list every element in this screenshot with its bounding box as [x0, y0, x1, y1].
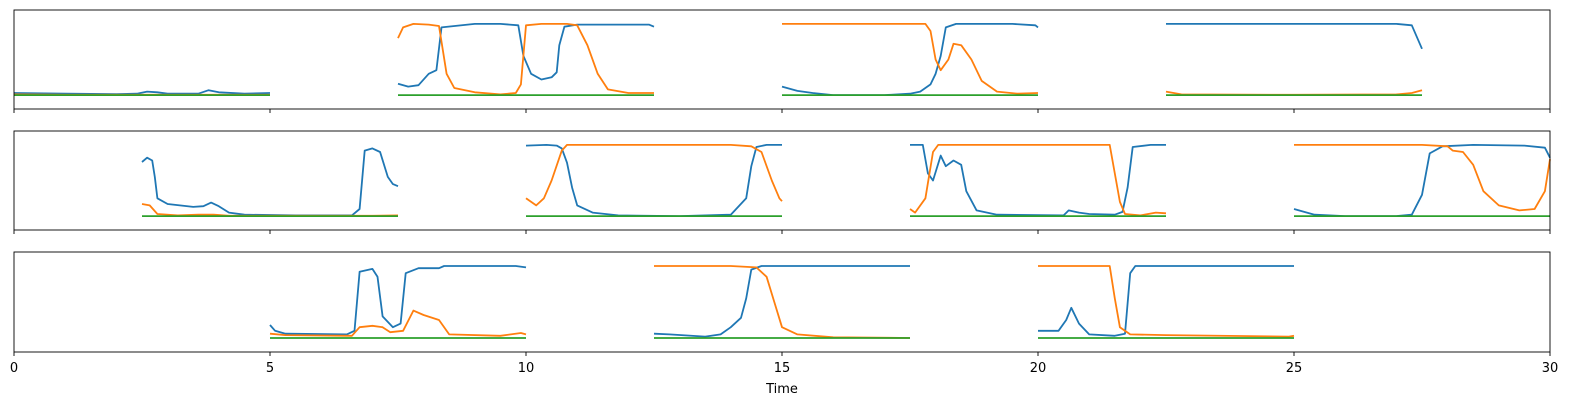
series-line-orange-panel1-segment3: [782, 23, 1039, 95]
series-line-blue-panel2-segment2: [525, 144, 782, 217]
x-tick-label-2: 10: [518, 361, 535, 376]
series-line-blue-panel2-segment4: [1293, 144, 1551, 217]
series-line-orange-panel2-segment4: [1294, 144, 1551, 212]
series-line-orange-panel3-segment1: [269, 309, 527, 337]
series-line-blue-panel2-segment1: [141, 147, 399, 217]
series-line-blue-panel1-segment4: [1166, 23, 1423, 50]
x-tick-label-0: 0: [10, 361, 18, 376]
series-line-orange-panel1-segment4: [1165, 89, 1423, 96]
x-tick-label-5: 25: [1286, 361, 1303, 376]
series-line-orange-panel1-segment2: [397, 23, 654, 96]
series-line-orange-panel3-segment3: [1038, 265, 1295, 338]
x-tick-label-3: 15: [774, 361, 791, 376]
x-tick-label-1: 5: [266, 361, 274, 376]
subplot-1: [13, 9, 1551, 113]
subplot-2: [13, 130, 1551, 234]
series-line-orange-panel3-segment2: [654, 265, 911, 339]
series-line-orange-panel2-segment2: [525, 144, 783, 207]
x-tick-label-4: 20: [1030, 361, 1047, 376]
series-line-blue-panel3-segment1: [269, 265, 527, 336]
x-axis-label: Time: [765, 382, 798, 397]
axes-frame-3: [13, 251, 1551, 353]
series-line-orange-panel2-segment3: [909, 144, 1167, 217]
x-tick-label-6: 30: [1542, 361, 1559, 376]
series-line-blue-panel3-segment3: [1038, 265, 1294, 337]
panels: [13, 9, 1551, 356]
subplot-3: [13, 251, 1551, 356]
series-line-blue-panel2-segment3: [910, 144, 1166, 217]
series-line-blue-panel1-segment1: [13, 89, 271, 95]
x-axis-ticks: 0 5 10 15 20 25 30: [10, 361, 1558, 376]
series-line-blue-panel1-segment3: [781, 23, 1039, 96]
